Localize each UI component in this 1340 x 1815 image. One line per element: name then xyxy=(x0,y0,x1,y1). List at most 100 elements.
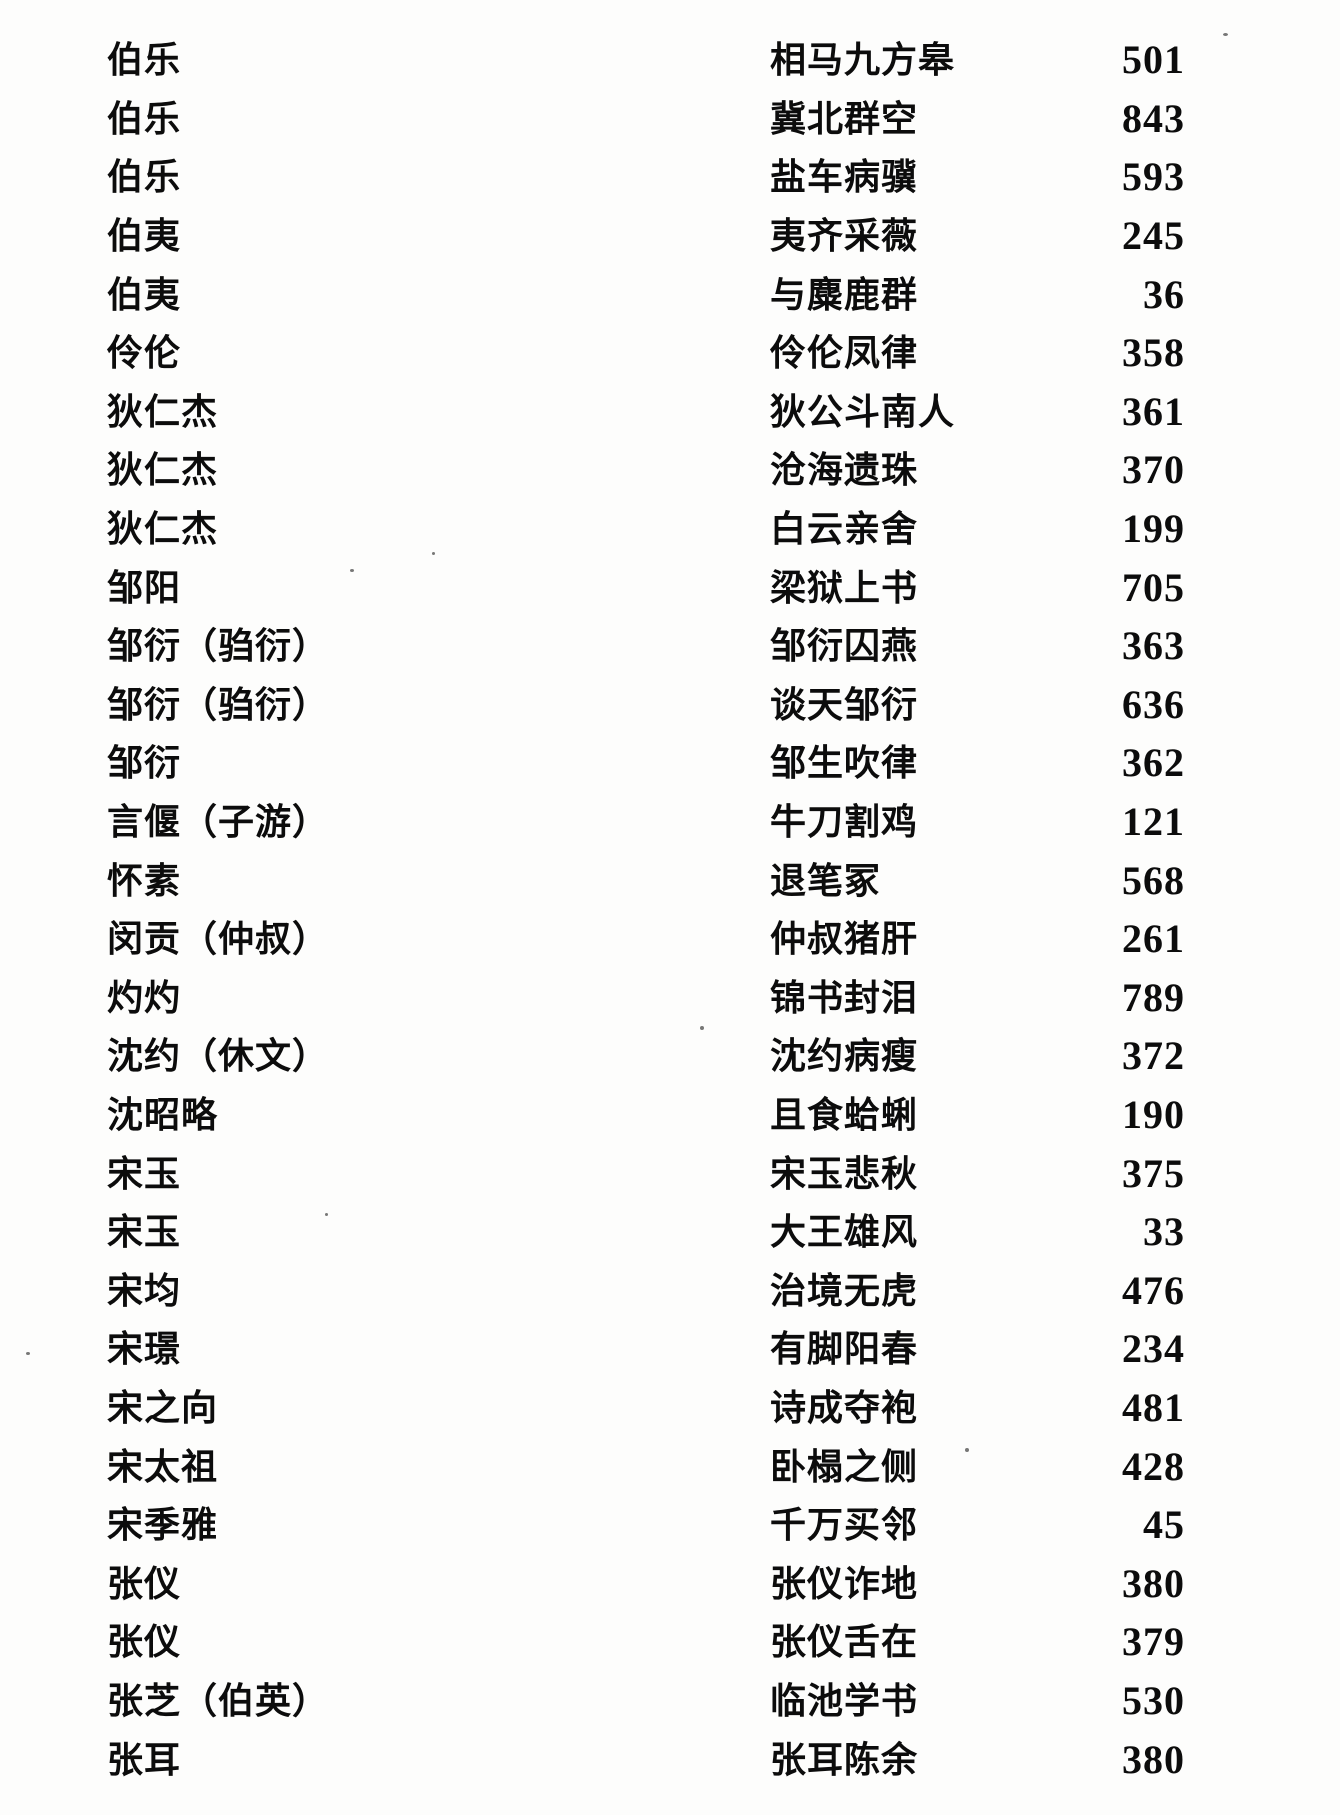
table-row: 灼灼 锦书封泪 789 xyxy=(107,969,1340,1028)
page-number: 476 xyxy=(1122,1267,1185,1313)
table-row: 狄仁杰 沧海遗珠 370 xyxy=(107,441,1340,500)
person-name: 闵贡（仲叔） xyxy=(107,919,330,960)
table-row: 沈约（休文） 沈约病瘦 372 xyxy=(107,1027,1340,1086)
person-name: 狄仁杰 xyxy=(107,509,219,550)
allusion-title: 宋玉悲秋 xyxy=(770,1153,919,1194)
allusion-title: 盐车病骥 xyxy=(770,157,919,198)
page-number: 261 xyxy=(1122,916,1185,962)
table-row: 伯乐 相马九方皋 501 xyxy=(107,31,1340,90)
allusion-title: 有脚阳春 xyxy=(770,1329,919,1370)
allusion-title: 千万买邻 xyxy=(770,1505,919,1546)
table-row: 宋季雅 千万买邻 45 xyxy=(107,1496,1340,1555)
page-number: 481 xyxy=(1122,1384,1185,1430)
table-row: 闵贡（仲叔） 仲叔猪肝 261 xyxy=(107,910,1340,969)
table-row: 狄仁杰 白云亲舍 199 xyxy=(107,500,1340,559)
allusion-title: 邹生吹律 xyxy=(770,743,919,784)
scan-speck xyxy=(965,1448,969,1452)
person-name: 邹衍（驺衍） xyxy=(107,626,330,667)
allusion-title: 夷齐采薇 xyxy=(770,216,919,257)
page-number: 190 xyxy=(1122,1091,1185,1137)
page-number: 593 xyxy=(1122,154,1185,200)
table-row: 言偃（子游） 牛刀割鸡 121 xyxy=(107,793,1340,852)
allusion-title: 锦书封泪 xyxy=(770,977,919,1018)
allusion-title: 且食蛤蜊 xyxy=(770,1094,919,1135)
page-number: 36 xyxy=(1143,271,1185,317)
allusion-title: 临池学书 xyxy=(770,1680,919,1721)
person-name: 沈约（休文） xyxy=(107,1036,330,1077)
scan-speck xyxy=(26,1352,30,1355)
page-number: 789 xyxy=(1122,974,1185,1020)
page-number: 358 xyxy=(1122,330,1185,376)
table-row: 沈昭略 且食蛤蜊 190 xyxy=(107,1086,1340,1145)
page-number: 370 xyxy=(1122,447,1185,493)
scan-speck xyxy=(350,569,354,572)
person-name: 宋璟 xyxy=(107,1329,182,1370)
table-row: 伯夷 夷齐采薇 245 xyxy=(107,207,1340,266)
person-name: 邹衍（驺衍） xyxy=(107,684,330,725)
allusion-title: 沧海遗珠 xyxy=(770,450,919,491)
allusion-title: 退笔冢 xyxy=(770,860,882,901)
table-row: 邹衍（驺衍） 邹衍囚燕 363 xyxy=(107,617,1340,676)
person-name: 宋玉 xyxy=(107,1212,182,1253)
table-row: 宋玉 大王雄风 33 xyxy=(107,1203,1340,1262)
table-row: 张仪 张仪诈地 380 xyxy=(107,1554,1340,1613)
page-number: 380 xyxy=(1122,1736,1185,1782)
allusion-title: 张耳陈余 xyxy=(770,1739,919,1780)
table-row: 宋玉 宋玉悲秋 375 xyxy=(107,1144,1340,1203)
table-row: 宋均 治境无虎 476 xyxy=(107,1261,1340,1320)
table-row: 邹衍 邹生吹律 362 xyxy=(107,734,1340,793)
person-name: 言偃（子游） xyxy=(107,802,330,843)
page-number: 199 xyxy=(1122,506,1185,552)
allusion-title: 大王雄风 xyxy=(770,1212,919,1253)
person-name: 张芝（伯英） xyxy=(107,1680,330,1721)
allusion-title: 仲叔猪肝 xyxy=(770,919,919,960)
allusion-title: 牛刀割鸡 xyxy=(770,802,919,843)
table-row: 邹阳 梁狱上书 705 xyxy=(107,558,1340,617)
page-number: 568 xyxy=(1122,857,1185,903)
page-number: 121 xyxy=(1122,799,1185,845)
page-number: 428 xyxy=(1122,1443,1185,1489)
page-number: 501 xyxy=(1122,37,1185,83)
person-name: 狄仁杰 xyxy=(107,450,219,491)
table-row: 邹衍（驺衍） 谈天邹衍 636 xyxy=(107,676,1340,735)
person-name: 邹衍 xyxy=(107,743,182,784)
person-name: 狄仁杰 xyxy=(107,391,219,432)
scan-speck xyxy=(432,552,435,555)
person-name: 宋之向 xyxy=(107,1387,219,1428)
page-number: 530 xyxy=(1122,1677,1185,1723)
table-row: 张仪 张仪舌在 379 xyxy=(107,1613,1340,1672)
page-number: 33 xyxy=(1143,1209,1185,1255)
allusion-title: 治境无虎 xyxy=(770,1270,919,1311)
page-number: 234 xyxy=(1122,1326,1185,1372)
table-row: 伶伦 伶伦凤律 358 xyxy=(107,324,1340,383)
allusion-title: 冀北群空 xyxy=(770,98,919,139)
person-name: 邹阳 xyxy=(107,567,182,608)
person-name: 宋均 xyxy=(107,1270,182,1311)
page-number: 372 xyxy=(1122,1033,1185,1079)
person-name: 宋季雅 xyxy=(107,1505,219,1546)
page-number: 379 xyxy=(1122,1619,1185,1665)
person-name: 张仪 xyxy=(107,1563,182,1604)
allusion-title: 白云亲舍 xyxy=(770,509,919,550)
person-name: 宋太祖 xyxy=(107,1446,219,1487)
allusion-title: 梁狱上书 xyxy=(770,567,919,608)
allusion-title: 与麋鹿群 xyxy=(770,274,919,315)
table-row: 怀素 退笔冢 568 xyxy=(107,851,1340,910)
allusion-title: 相马九方皋 xyxy=(770,40,956,81)
person-name: 灼灼 xyxy=(107,977,182,1018)
allusion-title: 伶伦凤律 xyxy=(770,333,919,374)
allusion-title: 卧榻之侧 xyxy=(770,1446,919,1487)
person-name: 伯乐 xyxy=(107,98,182,139)
allusion-title: 张仪舌在 xyxy=(770,1622,919,1663)
person-name: 伯夷 xyxy=(107,216,182,257)
table-row: 伯夷 与麋鹿群 36 xyxy=(107,265,1340,324)
page-number: 245 xyxy=(1122,213,1185,259)
page-number: 375 xyxy=(1122,1150,1185,1196)
table-row: 宋之向 诗成夺袍 481 xyxy=(107,1379,1340,1438)
page-number: 705 xyxy=(1122,564,1185,610)
page-number: 362 xyxy=(1122,740,1185,786)
person-name: 伯乐 xyxy=(107,157,182,198)
table-row: 伯乐 冀北群空 843 xyxy=(107,90,1340,149)
table-row: 宋璟 有脚阳春 234 xyxy=(107,1320,1340,1379)
